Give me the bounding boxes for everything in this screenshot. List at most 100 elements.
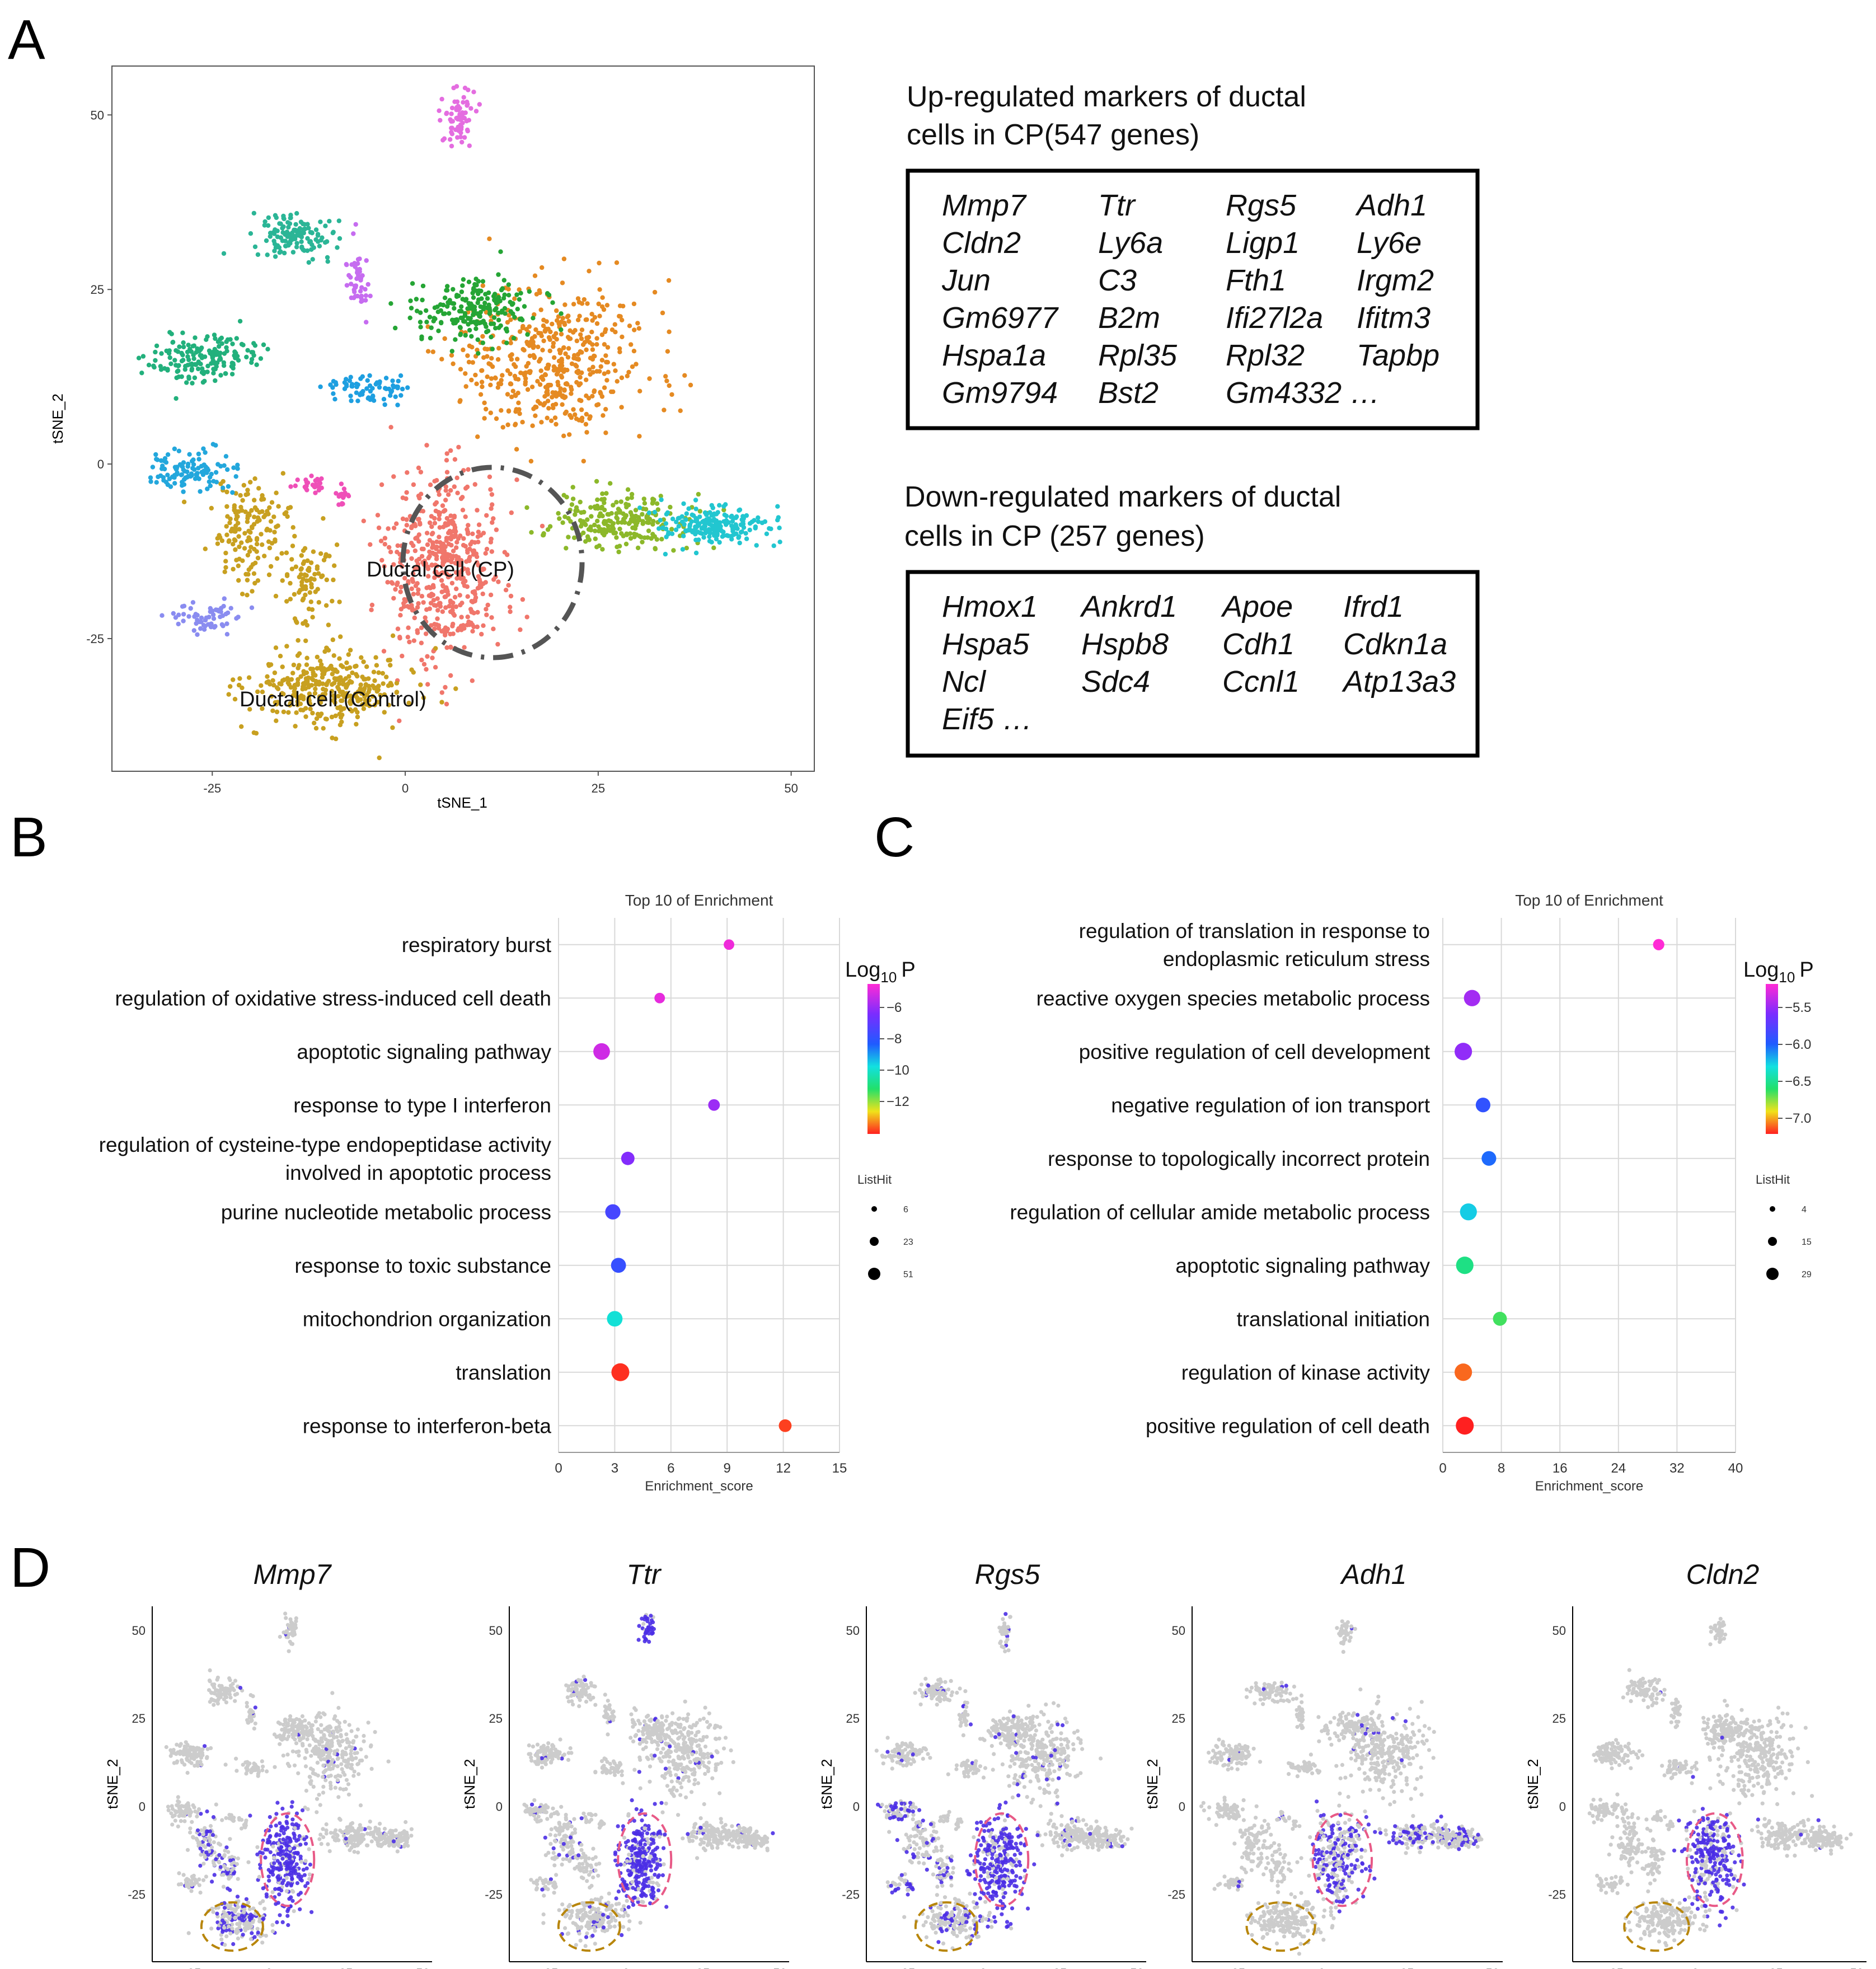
tsne-point [341, 486, 347, 491]
tsne-point [466, 322, 471, 327]
tsne-point [459, 304, 464, 310]
feature-point [186, 1803, 190, 1807]
tsne-point [532, 334, 537, 339]
tsne-point [402, 597, 407, 602]
feature-point [270, 1923, 275, 1927]
feature-point [319, 1723, 323, 1727]
tsne-point [285, 680, 290, 686]
tsne-point [559, 311, 564, 316]
tsne-point [320, 672, 325, 677]
tsne-point [599, 394, 605, 399]
tsne-point [593, 528, 598, 533]
feature-point [645, 1831, 650, 1836]
tsne-point [231, 542, 236, 547]
tsne-point [382, 542, 387, 547]
tsne-point [597, 313, 602, 318]
feature-point [644, 1865, 649, 1869]
tsne-point [470, 290, 475, 296]
enrichment-dot [724, 939, 734, 950]
feature-point [184, 1878, 188, 1882]
tsne-point [552, 415, 558, 420]
feature-point [257, 1919, 262, 1924]
tsne-point [455, 135, 460, 140]
tsne-point [168, 361, 173, 367]
tsne-point [165, 367, 170, 372]
tsne-point [589, 312, 594, 317]
tsne-point [473, 276, 479, 282]
feature-point [306, 1881, 310, 1886]
tsne-point [321, 666, 326, 671]
tsne-point [304, 662, 309, 667]
tsne-point [349, 383, 354, 389]
tsne-point [280, 226, 285, 231]
tsne-point [595, 497, 600, 503]
tsne-point [443, 685, 448, 690]
feature-point [277, 1868, 282, 1872]
tsne-point [335, 245, 340, 250]
tsne-point [238, 493, 243, 498]
tsne-point [362, 677, 367, 682]
feature-point [164, 1745, 168, 1750]
tsne-point [476, 522, 482, 527]
tsne-point [496, 325, 501, 330]
feature-point [260, 1759, 264, 1764]
feature-point [285, 1723, 290, 1728]
feature-point [283, 1611, 288, 1616]
feature-point [271, 1844, 275, 1849]
tsne-point [482, 346, 487, 351]
tsne-point [442, 508, 448, 513]
tsne-point [676, 524, 681, 529]
tsne-point [338, 678, 343, 683]
feature-point [618, 1862, 623, 1867]
feature-point [307, 1743, 312, 1747]
feature-point [646, 1827, 651, 1831]
tsne-point [484, 324, 489, 329]
tsne-point [207, 622, 213, 627]
tsne-point [482, 416, 487, 421]
feature-point [294, 1616, 298, 1620]
feature-point [309, 1723, 314, 1728]
tsne-point [595, 503, 600, 509]
tsne-point [320, 681, 325, 686]
tsne-point [406, 700, 411, 706]
feature-point [231, 1871, 236, 1876]
tsne-point [321, 516, 326, 521]
tsne-point [273, 213, 278, 218]
tsne-point [375, 513, 381, 518]
feature-point [205, 1809, 209, 1814]
tsne-point [318, 658, 323, 664]
tsne-point [330, 735, 335, 740]
tsne-point [316, 600, 321, 605]
tsne-point [173, 615, 179, 620]
tsne-point [415, 591, 420, 596]
tsne-point [321, 696, 326, 702]
tsne-point [459, 139, 465, 145]
feature-point [626, 1839, 630, 1843]
feature-point [362, 1837, 366, 1841]
tsne-point [439, 357, 444, 362]
tsne-point [466, 571, 471, 576]
tsne-point [361, 659, 366, 664]
tsne-point [318, 700, 323, 705]
tsne-point [259, 683, 264, 688]
tsne-point [576, 368, 581, 373]
gene-name: Ttr [1098, 189, 1136, 222]
tsne-point [218, 350, 223, 355]
feature-point [641, 1845, 645, 1850]
tsne-point [351, 287, 357, 292]
tsne-point [652, 509, 658, 515]
tsne-point [478, 392, 484, 397]
tsne-point [254, 536, 260, 541]
tsne-point [516, 400, 521, 405]
feature-point [630, 1798, 634, 1803]
feature-point [285, 1635, 290, 1639]
feature-point [651, 1881, 655, 1885]
tsne-point [456, 626, 461, 631]
tsne-point [233, 474, 238, 479]
tsne-point [480, 567, 485, 573]
tsne-point [198, 626, 203, 631]
tsne-point [568, 336, 573, 341]
tsne-point [473, 372, 478, 378]
tsne-point [533, 404, 538, 410]
feature-point [260, 1851, 265, 1855]
